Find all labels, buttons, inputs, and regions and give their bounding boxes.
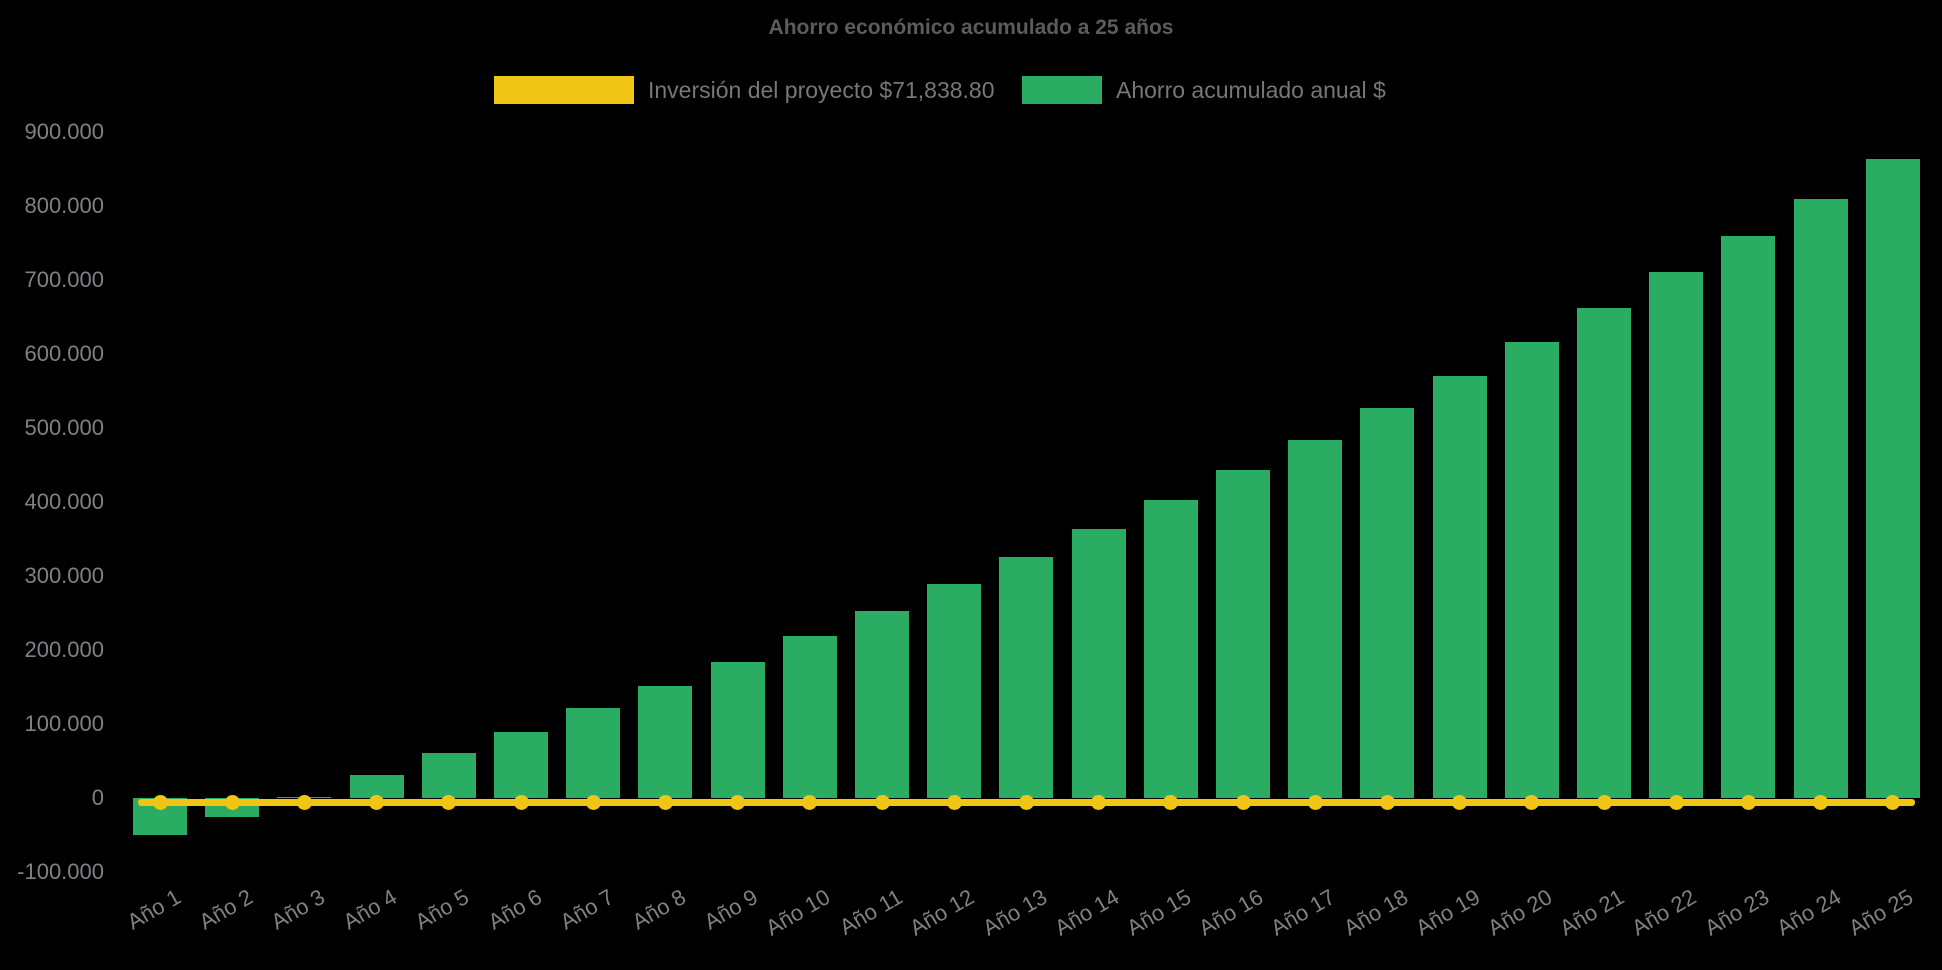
bar-año-11[interactable]: [855, 610, 909, 798]
x-axis-tick-label: Año 6: [483, 884, 546, 935]
investment-line-marker[interactable]: [802, 794, 818, 810]
x-axis-tick-label: Año 5: [411, 884, 474, 935]
bar-año-10[interactable]: [782, 635, 837, 798]
x-axis-tick-label: Año 19: [1411, 884, 1485, 941]
investment-line-marker[interactable]: [946, 794, 962, 810]
bar-año-16[interactable]: [1216, 470, 1270, 798]
investment-line-marker[interactable]: [1813, 794, 1829, 810]
bar-año-25[interactable]: [1865, 159, 1920, 798]
investment-line-marker[interactable]: [874, 794, 890, 810]
investment-line-marker[interactable]: [1740, 794, 1756, 810]
chart-title: Ahorro económico acumulado a 25 años: [768, 16, 1174, 39]
y-axis-tick-label: 900.000: [24, 119, 104, 144]
x-axis-tick-label: Año 21: [1555, 884, 1629, 941]
investment-line-marker[interactable]: [1596, 794, 1612, 810]
investment-line-marker[interactable]: [730, 794, 746, 810]
y-axis-tick-label: 200.000: [24, 637, 104, 662]
investment-line-marker[interactable]: [1379, 794, 1395, 810]
x-axis-tick-label: Año 9: [699, 884, 763, 935]
investment-line-marker[interactable]: [224, 794, 240, 810]
y-axis-tick-label: 500.000: [24, 415, 104, 440]
x-axis-tick-label: Año 13: [977, 884, 1051, 941]
investment-line-marker[interactable]: [1163, 794, 1179, 810]
x-axis-tick-label: Año 11: [835, 884, 907, 940]
x-axis-tick-label: Año 1: [122, 884, 185, 935]
y-axis-tick-label: -100.000: [17, 859, 104, 884]
x-axis-tick-label: Año 10: [761, 884, 835, 941]
x-axis-tick-label: Año 22: [1627, 884, 1701, 941]
bar-año-19[interactable]: [1432, 376, 1487, 798]
x-axis-tick-label: Año 12: [905, 884, 979, 941]
x-axis-tick-label: Año 7: [555, 884, 618, 935]
investment-line-marker[interactable]: [369, 794, 385, 810]
x-axis-tick-label: Año 25: [1844, 884, 1918, 941]
legend-label-investment: Inversión del proyecto $71,838.80: [648, 77, 995, 103]
investment-line-marker[interactable]: [1524, 794, 1540, 810]
investment-line-marker[interactable]: [1018, 794, 1034, 810]
investment-line-marker[interactable]: [1452, 794, 1468, 810]
investment-line-marker[interactable]: [1091, 794, 1107, 810]
y-axis-tick-label: 400.000: [24, 489, 104, 514]
x-axis-tick-label: Año 14: [1050, 884, 1124, 941]
investment-line-marker[interactable]: [1307, 794, 1323, 810]
y-axis-tick-label: 0: [91, 785, 104, 810]
y-axis-tick-label: 800.000: [24, 193, 104, 218]
x-axis-tick-label: Año 16: [1194, 884, 1268, 941]
investment-line-marker[interactable]: [1668, 794, 1684, 810]
x-axis-tick-label: Año 2: [194, 884, 257, 935]
bar-año-22[interactable]: [1649, 271, 1704, 798]
legend-swatch-green-icon: [1022, 76, 1102, 104]
y-axis-tick-label: 300.000: [24, 563, 104, 588]
bar-año-23[interactable]: [1721, 235, 1776, 798]
x-axis-tick-label: Año 24: [1772, 884, 1846, 941]
bar-año-14[interactable]: [1071, 528, 1126, 798]
bar-año-24[interactable]: [1793, 198, 1848, 798]
bar-año-6[interactable]: [494, 732, 548, 798]
bar-año-13[interactable]: [999, 556, 1054, 798]
x-axis-tick-label: Año 18: [1338, 884, 1412, 941]
legend-swatch-yellow-icon: [494, 76, 634, 104]
bar-año-17[interactable]: [1288, 439, 1343, 798]
bar-año-7[interactable]: [566, 707, 621, 798]
legend-label-savings: Ahorro acumulado anual $: [1116, 77, 1386, 103]
bar-año-12[interactable]: [927, 584, 982, 798]
x-axis-tick-label: Año 20: [1483, 884, 1557, 941]
bar-año-21[interactable]: [1577, 308, 1631, 798]
bar-año-5[interactable]: [421, 752, 476, 798]
investment-line-marker[interactable]: [1885, 794, 1901, 810]
investment-line-marker[interactable]: [152, 794, 168, 810]
bar-año-18[interactable]: [1360, 408, 1415, 798]
investment-line-marker[interactable]: [585, 794, 601, 810]
investment-line-marker[interactable]: [657, 794, 673, 810]
bar-año-4[interactable]: [349, 775, 404, 798]
x-axis-tick-label: Año 8: [627, 884, 690, 935]
x-axis-tick-label: Año 15: [1122, 884, 1196, 941]
x-axis-tick-label: Año 23: [1699, 884, 1773, 941]
bar-año-20[interactable]: [1504, 342, 1559, 798]
x-axis-tick-label: Año 17: [1266, 884, 1340, 941]
legend-item-investment[interactable]: Inversión del proyecto $71,838.80: [494, 76, 1005, 104]
bar-año-8[interactable]: [638, 686, 693, 798]
x-axis-tick-label: Año 4: [338, 884, 402, 935]
legend-item-savings[interactable]: Ahorro acumulado anual $: [1022, 76, 1442, 104]
investment-line-marker[interactable]: [513, 794, 529, 810]
y-axis-tick-label: 600.000: [24, 341, 104, 366]
investment-line-marker[interactable]: [1235, 794, 1251, 810]
y-axis-tick-label: 100.000: [24, 711, 104, 736]
chart-legend: Inversión del proyecto $71,838.80 Ahorro…: [0, 76, 1942, 104]
bar-año-15[interactable]: [1143, 499, 1198, 798]
investment-line-marker[interactable]: [296, 794, 312, 810]
y-axis-tick-label: 700.000: [24, 267, 104, 292]
x-axis-tick-label: Año 3: [266, 884, 329, 935]
bar-año-9[interactable]: [710, 661, 765, 798]
investment-line-marker[interactable]: [441, 794, 457, 810]
